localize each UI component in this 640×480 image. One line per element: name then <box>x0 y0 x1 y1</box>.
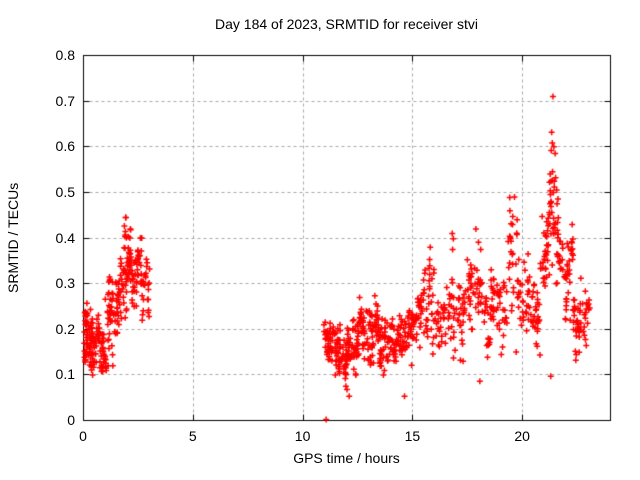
x-tick-label: 15 <box>404 428 421 444</box>
x-tick-label: 5 <box>188 428 197 444</box>
y-tick-label: 0.2 <box>55 320 75 337</box>
x-tick-label: 10 <box>294 428 311 444</box>
x-axis-label: GPS time / hours <box>293 450 400 466</box>
y-tick-label: 0.4 <box>55 229 75 246</box>
y-tick-label: 0 <box>67 412 75 428</box>
x-tick-label: 0 <box>79 428 87 444</box>
y-tick-label: 0.7 <box>55 92 75 109</box>
chart-title: Day 184 of 2023, SRMTID for receiver stv… <box>215 16 478 32</box>
y-tick-label: 0.6 <box>55 138 75 155</box>
y-tick-label: 0.5 <box>55 183 75 200</box>
x-tick-label: 20 <box>514 428 530 444</box>
y-tick-label: 0.1 <box>55 366 75 383</box>
y-tick-label: 0.3 <box>55 275 75 292</box>
y-tick-label: 0.8 <box>55 47 75 63</box>
